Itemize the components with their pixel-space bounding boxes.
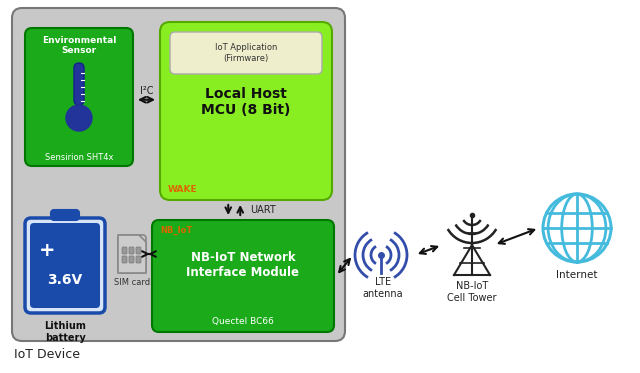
Text: IoT Device: IoT Device bbox=[14, 348, 80, 361]
FancyBboxPatch shape bbox=[129, 256, 134, 263]
FancyBboxPatch shape bbox=[25, 28, 133, 166]
Text: NB_IoT: NB_IoT bbox=[160, 226, 192, 235]
Text: Internet: Internet bbox=[556, 270, 598, 280]
FancyBboxPatch shape bbox=[25, 218, 105, 313]
FancyBboxPatch shape bbox=[129, 247, 134, 254]
Text: UART: UART bbox=[250, 205, 276, 215]
FancyBboxPatch shape bbox=[136, 247, 141, 254]
FancyBboxPatch shape bbox=[122, 256, 127, 263]
FancyBboxPatch shape bbox=[152, 220, 334, 332]
Text: I²C: I²C bbox=[140, 86, 153, 96]
Circle shape bbox=[66, 105, 92, 131]
Text: +: + bbox=[39, 241, 55, 260]
Text: Local Host
MCU (8 Bit): Local Host MCU (8 Bit) bbox=[202, 87, 291, 117]
Text: IoT Application
(Firmware): IoT Application (Firmware) bbox=[215, 43, 277, 63]
FancyBboxPatch shape bbox=[51, 210, 79, 220]
FancyBboxPatch shape bbox=[118, 235, 146, 273]
FancyBboxPatch shape bbox=[12, 8, 345, 341]
Text: WAKE: WAKE bbox=[168, 185, 198, 194]
FancyBboxPatch shape bbox=[30, 223, 100, 308]
Text: NB-IoT
Cell Tower: NB-IoT Cell Tower bbox=[447, 281, 497, 303]
Text: Lithium
battery: Lithium battery bbox=[44, 321, 86, 342]
FancyBboxPatch shape bbox=[122, 247, 127, 254]
Text: LTE
antenna: LTE antenna bbox=[363, 277, 403, 299]
Polygon shape bbox=[118, 235, 146, 273]
Text: SIM card: SIM card bbox=[114, 278, 150, 287]
Text: Quectel BC66: Quectel BC66 bbox=[212, 317, 274, 326]
Text: NB-IoT Network
Interface Module: NB-IoT Network Interface Module bbox=[186, 251, 300, 279]
FancyBboxPatch shape bbox=[74, 63, 84, 105]
FancyBboxPatch shape bbox=[170, 32, 322, 74]
Text: 3.6V: 3.6V bbox=[47, 273, 83, 287]
FancyBboxPatch shape bbox=[136, 256, 141, 263]
FancyBboxPatch shape bbox=[160, 22, 332, 200]
Text: Environmental
Sensor: Environmental Sensor bbox=[42, 36, 116, 56]
Text: Sensirion SHT4x: Sensirion SHT4x bbox=[45, 153, 113, 162]
